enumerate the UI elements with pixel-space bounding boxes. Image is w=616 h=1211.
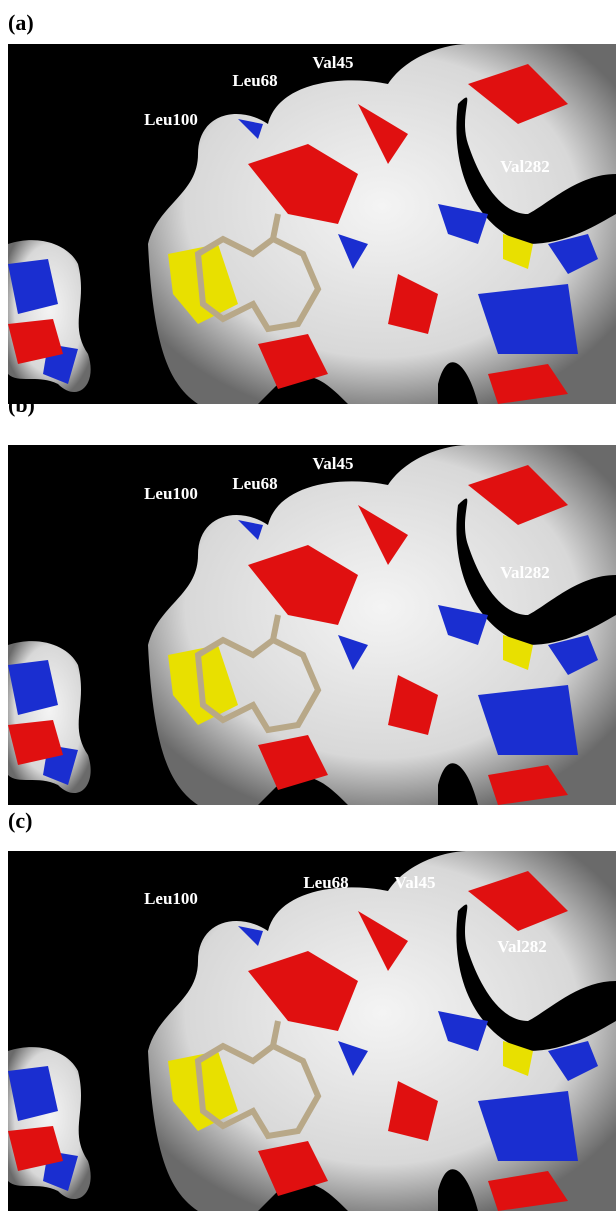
residue-label: Leu68 xyxy=(303,873,348,892)
figure: (a) Leu100 Leu68 Val45 Val282 (b) Leu100 Leu68 V… xyxy=(0,0,616,1205)
residue-label: Val45 xyxy=(313,454,354,473)
residue-label: Leu68 xyxy=(232,71,277,90)
residue-label: Leu68 xyxy=(232,474,277,493)
residue-label: Val282 xyxy=(500,563,549,582)
panel-label: (a) xyxy=(8,10,34,36)
panel-label: (b) xyxy=(8,392,35,418)
residue-label: Leu100 xyxy=(144,889,198,908)
protein-surface xyxy=(8,44,616,404)
residue-label: Leu100 xyxy=(144,110,198,129)
surface-image: Leu100 Leu68 Val45 Val282 xyxy=(8,44,616,404)
residue-label: Val282 xyxy=(497,937,546,956)
surface-image: Leu100 Leu68 Val45 Val282 xyxy=(8,851,616,1211)
surface-image: Leu100 Leu68 Val45 Val282 xyxy=(8,445,616,805)
residue-label: Val45 xyxy=(313,53,354,72)
residue-label: Val45 xyxy=(395,873,436,892)
protein-surface xyxy=(8,851,616,1211)
protein-surface xyxy=(8,445,616,805)
panel-label: (c) xyxy=(8,808,32,834)
residue-label: Leu100 xyxy=(144,484,198,503)
residue-label: Val282 xyxy=(500,157,549,176)
